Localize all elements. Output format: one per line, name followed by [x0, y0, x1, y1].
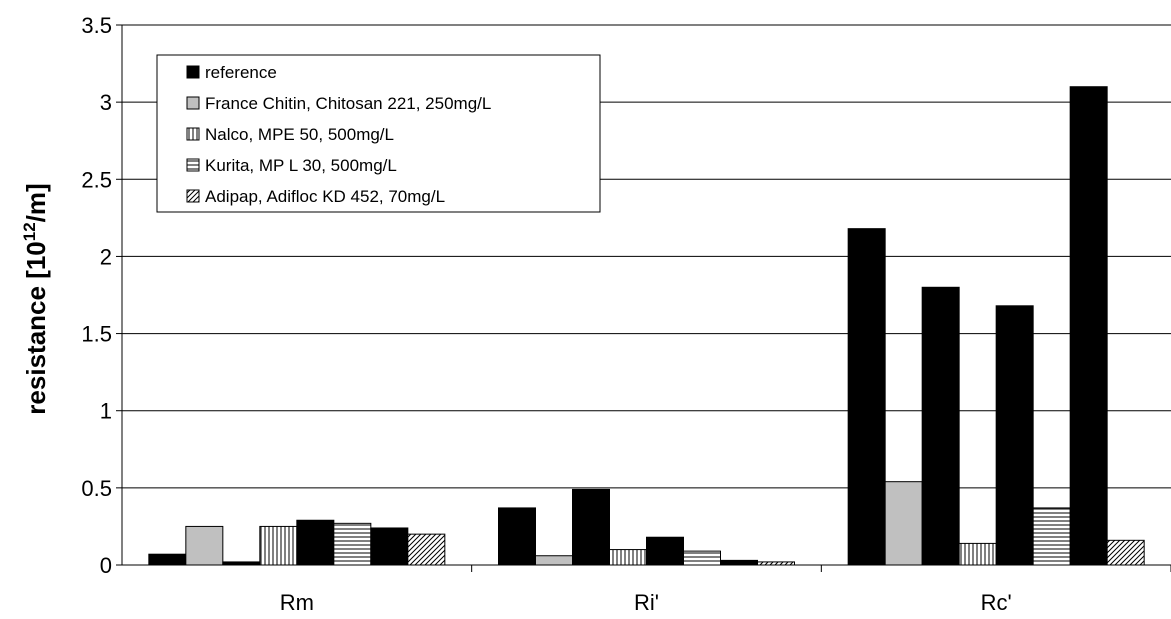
bar	[259, 525, 298, 566]
legend-label: Nalco, MPE 50, 500mg/L	[205, 125, 394, 144]
bar	[958, 542, 997, 566]
legend-label: Kurita, MP L 30, 500mg/L	[205, 156, 397, 175]
bar	[535, 555, 573, 566]
bar	[185, 525, 224, 566]
bar	[148, 553, 187, 566]
x-tick-label: Ri'	[634, 590, 659, 615]
legend-label: reference	[205, 63, 277, 82]
x-tick-labels: Rm Ri' Rc'	[280, 590, 1012, 615]
legend-swatch	[186, 96, 200, 110]
y-tick-label: 2	[100, 244, 112, 269]
bars	[148, 86, 1145, 566]
bar	[333, 522, 372, 566]
y-tick-label: 3	[100, 90, 112, 115]
legend: reference France Chitin, Chitosan 221, 25…	[156, 54, 601, 213]
y-axis-title: resistance [1012/m]	[20, 183, 51, 414]
legend-swatch	[186, 127, 200, 141]
legend-swatch	[186, 189, 200, 203]
bar	[995, 305, 1034, 566]
bar	[921, 286, 960, 566]
bar	[847, 228, 886, 566]
y-axis-title-main: resistance [10	[21, 241, 51, 414]
bar	[498, 507, 536, 566]
bar	[296, 519, 335, 566]
bar	[407, 533, 446, 566]
bar	[720, 559, 758, 566]
y-tick-label: 1	[100, 399, 112, 424]
legend-label: Adipap, Adifloc KD 452, 70mg/L	[205, 187, 445, 206]
y-axis-title-superscript: 12	[20, 222, 39, 241]
bar	[1069, 86, 1108, 566]
axes	[121, 25, 1171, 572]
y-tick-label: 0	[100, 553, 112, 578]
legend-swatch	[186, 65, 200, 79]
y-tick-label: 0.5	[81, 476, 112, 501]
x-tick-label: Rm	[280, 590, 314, 615]
bar	[646, 536, 684, 566]
bar	[370, 527, 409, 566]
x-tick-label: Rc'	[981, 590, 1012, 615]
legend-box	[156, 54, 601, 213]
bar	[1032, 507, 1071, 566]
bar	[609, 549, 647, 566]
y-tick-label: 1.5	[81, 322, 112, 347]
bar	[1106, 539, 1145, 566]
y-axis-title-suffix: /m]	[21, 183, 51, 222]
y-tick-label: 2.5	[81, 167, 112, 192]
y-tick-labels: 0 0.5 1 1.5 2 2.5 3 3.5	[81, 13, 112, 578]
bar	[572, 488, 610, 566]
bar	[884, 481, 923, 566]
legend-swatch	[186, 158, 200, 172]
legend-label: France Chitin, Chitosan 221, 250mg/L	[205, 94, 491, 113]
y-tick-label: 3.5	[81, 13, 112, 38]
bar	[683, 550, 721, 566]
